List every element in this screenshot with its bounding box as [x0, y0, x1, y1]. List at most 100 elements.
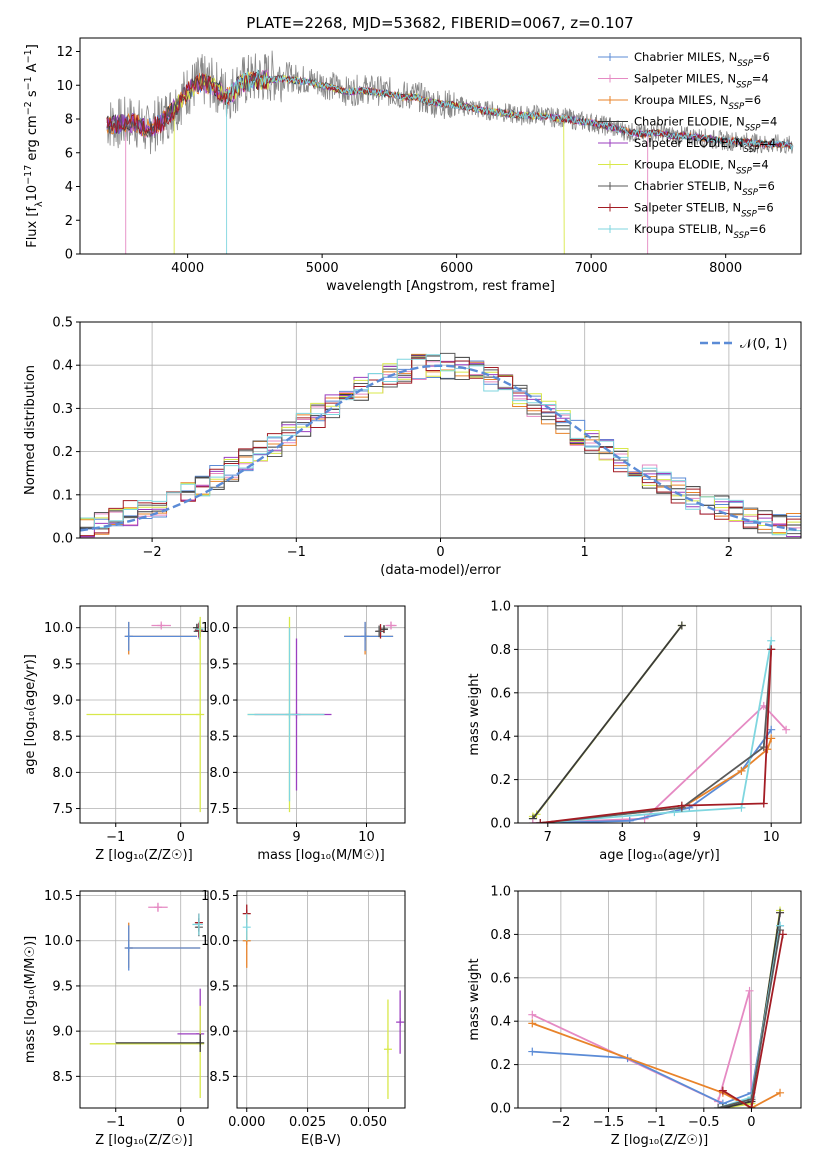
x-tick-label: 7000 [575, 261, 608, 276]
panel-age-vs-Z: −1 0 7.5 8.0 8.5 9.0 9.5 10.0 Z [log₁₀(Z/Z☉)] age… [23, 605, 209, 863]
weight-marker [625, 816, 634, 823]
weight-marker [778, 930, 787, 939]
x-tick-label: 0 [177, 1115, 185, 1130]
x-tick-label: 5000 [306, 261, 339, 276]
y-axis-label: Flux [fλ10−17 erg cm−2 s−1 A−1] [23, 44, 45, 248]
x-tick-label: 0 [747, 1115, 755, 1130]
y-tick-label: 1.0 [490, 600, 511, 615]
legend-label: Salpeter ELODIE, NSSP=4 [634, 136, 776, 155]
y-tick-label: 0.4 [490, 730, 511, 745]
weight-marker [767, 645, 776, 654]
model-spectrum [223, 68, 794, 254]
y-tick-label: 10 [56, 79, 73, 94]
x-axis-label: Z [log₁₀(Z/Z☉)] [95, 848, 192, 863]
y-tick-label: 0.0 [490, 817, 511, 832]
axes-frame [517, 605, 802, 824]
point-marker [157, 621, 166, 630]
x-axis-label: wavelength [Angstrom, rest frame] [326, 279, 555, 294]
x-tick-label: 6000 [440, 261, 473, 276]
weight-marker [767, 636, 776, 645]
plot-area [80, 352, 801, 538]
y-tick-label: 7.5 [209, 802, 230, 817]
axes-frame [79, 890, 209, 1109]
weight-marker [737, 766, 746, 775]
point-marker [242, 923, 251, 932]
y-tick-label: 0 [65, 248, 73, 263]
x-axis-label: (data-model)/error [380, 563, 501, 578]
weight-marker [737, 803, 746, 812]
y-tick-label: 9.0 [209, 1025, 230, 1040]
weight-line [722, 934, 784, 1108]
y-tick-label: 10.0 [44, 934, 73, 949]
y-tick-label: 0.4 [490, 1015, 511, 1030]
point-marker [124, 632, 133, 641]
axes-frame [236, 890, 406, 1109]
y-tick-label: 8.0 [52, 766, 73, 781]
panel-age-vs-mass: 9 10 7.5 8.0 8.5 9.0 9.5 10.0 mass [log₁₀(M/M☉)] [201, 605, 406, 863]
point-marker [383, 1045, 392, 1054]
weight-marker [776, 1088, 785, 1097]
y-tick-label: 8.5 [52, 1070, 73, 1085]
point-marker [153, 903, 162, 912]
y-tick-label: 8.5 [52, 730, 73, 745]
weight-marker [677, 621, 686, 630]
y-tick-label: 10.5 [201, 889, 230, 904]
panel-weight-vs-Z: −2 −1.5 −1 −0.5 0 0.0 0.2 0.4 0.6 0.8 1.0 Z [log₁₀(… [467, 885, 802, 1148]
y-tick-label: 8.5 [209, 1070, 230, 1085]
point-marker [387, 621, 395, 630]
point-marker [195, 625, 204, 634]
y-tick-label: 9.5 [209, 657, 230, 672]
y-tick-label: 9.0 [209, 694, 230, 709]
point-marker [396, 1018, 405, 1027]
y-tick-label: 2 [65, 214, 73, 229]
weight-marker [782, 725, 791, 734]
legend-label: Salpeter STELIB, NSSP=6 [634, 201, 774, 220]
x-tick-label: 0.000 [228, 1115, 265, 1130]
weight-line [540, 649, 773, 823]
residual-histogram [80, 354, 801, 536]
legend-label: Chabrier MILES, NSSP=6 [634, 50, 770, 69]
x-tick-label: −1.5 [593, 1115, 625, 1130]
y-tick-label: 10.0 [201, 621, 230, 636]
point-marker [285, 710, 294, 719]
legend-label: Chabrier ELODIE, NSSP=4 [634, 115, 777, 134]
y-tick-label: 7.5 [52, 802, 73, 817]
weight-line [532, 624, 683, 820]
weight-marker [745, 986, 754, 995]
panel-residuals: −2 −1 0 1 2 0.0 0.1 0.2 0.3 0.4 0.5 (data-model)/er… [23, 316, 802, 578]
x-tick-label: −1 [106, 830, 125, 845]
y-tick-label: 8 [65, 113, 73, 128]
figure-title: PLATE=2268, MJD=53682, FIBERID=0067, z=0… [246, 14, 633, 32]
weight-marker [776, 926, 785, 935]
y-axis-label: mass weight [467, 673, 482, 755]
x-axis-label: age [log₁₀(age/yr)] [599, 848, 720, 863]
y-tick-label: 9.0 [52, 1025, 73, 1040]
y-tick-label: 6 [65, 146, 73, 161]
point-marker [361, 632, 370, 641]
y-tick-label: 4 [65, 180, 73, 195]
x-tick-label: 9 [292, 830, 300, 845]
y-tick-label: 0.3 [52, 402, 73, 417]
y-axis-label: Normed distribution [23, 365, 38, 495]
x-tick-label: −1 [287, 545, 306, 560]
weight-marker [747, 1095, 756, 1104]
x-tick-label: 0 [436, 545, 444, 560]
y-tick-label: 10.0 [44, 621, 73, 636]
y-tick-label: 10.0 [201, 934, 230, 949]
x-tick-label: −2 [143, 545, 162, 560]
plot-area [89, 902, 205, 1099]
weight-marker [714, 1104, 723, 1108]
legend-label: Kroupa ELODIE, NSSP=4 [634, 158, 769, 177]
point-marker [196, 1038, 205, 1047]
y-tick-label: 9.0 [52, 694, 73, 709]
weight-line [540, 649, 773, 823]
point-marker [196, 710, 205, 719]
axes-frame [79, 37, 802, 255]
point-marker [375, 627, 384, 636]
y-tick-label: 0.8 [490, 643, 511, 658]
weight-marker [677, 801, 686, 810]
weight-marker [747, 1104, 756, 1108]
y-tick-label: 0.6 [490, 686, 511, 701]
weight-marker [767, 725, 776, 734]
